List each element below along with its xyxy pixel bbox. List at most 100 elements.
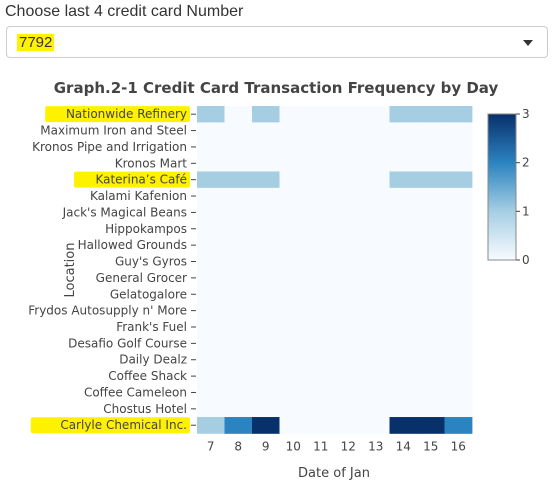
y-tick-label: Gelatogalore — [110, 287, 187, 301]
heatmap-cell — [224, 286, 253, 303]
heatmap-cell — [389, 253, 418, 271]
heatmap-cell — [307, 171, 335, 189]
heatmap-cell — [252, 106, 280, 123]
heatmap-cell — [389, 106, 418, 123]
heatmap-cell — [417, 286, 445, 303]
x-tick-label: 8 — [234, 439, 242, 453]
heatmap-cell — [362, 138, 390, 156]
heatmap-cell — [279, 106, 308, 123]
x-tick-label: 14 — [396, 439, 411, 453]
heatmap-cell — [197, 220, 225, 238]
heatmap-cell — [307, 384, 335, 402]
y-tick-label: Chostus Hotel — [103, 402, 187, 416]
heatmap-cell — [389, 286, 418, 303]
heatmap-cell — [224, 318, 253, 336]
heatmap-cell — [279, 220, 308, 238]
heatmap-cell — [252, 236, 280, 254]
chevron-down-icon[interactable] — [523, 40, 533, 46]
heatmap-cell — [389, 155, 418, 172]
heatmap-cell — [417, 187, 445, 205]
heatmap-cell — [444, 269, 473, 287]
heatmap-cell — [224, 187, 253, 205]
heatmap-cell — [307, 302, 335, 320]
heatmap-cell — [224, 155, 253, 172]
heatmap-cell — [224, 220, 253, 238]
heatmap-cell — [224, 302, 253, 320]
heatmap-cell — [362, 106, 390, 123]
heatmap-cell — [279, 236, 308, 254]
heatmap-cell — [334, 335, 363, 352]
heatmap-cell — [362, 335, 390, 352]
heatmap-cell — [444, 122, 473, 140]
heatmap-cell — [444, 302, 473, 320]
x-tick-label: 13 — [368, 439, 383, 453]
heatmap-cell — [389, 384, 418, 402]
heatmap-cell — [389, 302, 418, 320]
heatmap-cell — [417, 171, 445, 189]
heatmap-cell — [279, 269, 308, 287]
heatmap-cell — [279, 204, 308, 221]
heatmap-cell — [417, 302, 445, 320]
heatmap-cell — [307, 318, 335, 336]
heatmap-cell — [362, 400, 390, 418]
heatmap-cell — [362, 384, 390, 402]
colorbar-tick-label: 2 — [522, 156, 530, 170]
heatmap-cell — [389, 171, 418, 189]
heatmap-cell — [389, 351, 418, 369]
heatmap-cell — [334, 302, 363, 320]
heatmap-cell — [362, 122, 390, 140]
heatmap-cell — [224, 335, 253, 352]
heatmap-cell — [444, 155, 473, 172]
heatmap-cell — [444, 138, 473, 156]
x-tick-label: 9 — [262, 439, 270, 453]
heatmap-cell — [197, 253, 225, 271]
heatmap-cell — [197, 318, 225, 336]
heatmap-cell — [334, 171, 363, 189]
heatmap-cell — [252, 204, 280, 221]
heatmap-cell — [389, 400, 418, 418]
heatmap-cell — [279, 187, 308, 205]
y-tick-label: Nationwide Refinery — [66, 107, 187, 121]
heatmap-cell — [279, 351, 308, 369]
heatmap-cell — [444, 253, 473, 271]
heatmap-cell — [444, 335, 473, 352]
heatmap-cell — [307, 106, 335, 123]
heatmap-cell — [197, 155, 225, 172]
heatmap-cell — [362, 351, 390, 369]
heatmap-cell — [362, 302, 390, 320]
y-tick-label: General Grocer — [96, 271, 187, 285]
heatmap-cell — [334, 236, 363, 254]
y-tick-label: Guy's Gyros — [115, 255, 187, 269]
card-select-dropdown[interactable]: 7792 — [6, 26, 548, 58]
y-tick-label: Coffee Cameleon — [84, 385, 187, 399]
heatmap-cell — [389, 138, 418, 156]
heatmap-cell — [252, 155, 280, 172]
heatmap-cell — [444, 187, 473, 205]
chart-title: Graph.2-1 Credit Card Transaction Freque… — [54, 79, 499, 97]
heatmap-cell — [444, 204, 473, 221]
location-highlight — [30, 417, 190, 434]
y-tick-label: Carlyle Chemical Inc. — [60, 418, 187, 432]
y-tick-label: Frydos Autosupply n' More — [28, 304, 187, 318]
heatmap-cell — [197, 400, 225, 418]
heatmap-cell — [362, 187, 390, 205]
heatmap-cell — [197, 187, 225, 205]
heatmap-cell — [334, 286, 363, 303]
heatmap-cell — [444, 318, 473, 336]
heatmap-cell — [224, 351, 253, 369]
heatmap-cell — [252, 269, 280, 287]
heatmap-cell — [224, 122, 253, 140]
y-tick-label: Kalami Kafenion — [90, 189, 187, 203]
x-tick-label: 16 — [451, 439, 466, 453]
heatmap-cell — [334, 351, 363, 369]
heatmap-cell — [224, 204, 253, 221]
heatmap-cell — [252, 171, 280, 189]
x-tick-label: 12 — [341, 439, 356, 453]
heatmap-cell — [252, 417, 280, 434]
heatmap-cell — [417, 220, 445, 238]
heatmap-cell — [362, 367, 390, 385]
heatmap-cell — [252, 220, 280, 238]
heatmap-cell — [224, 171, 253, 189]
heatmap-cell — [197, 269, 225, 287]
heatmap-cell — [252, 253, 280, 271]
